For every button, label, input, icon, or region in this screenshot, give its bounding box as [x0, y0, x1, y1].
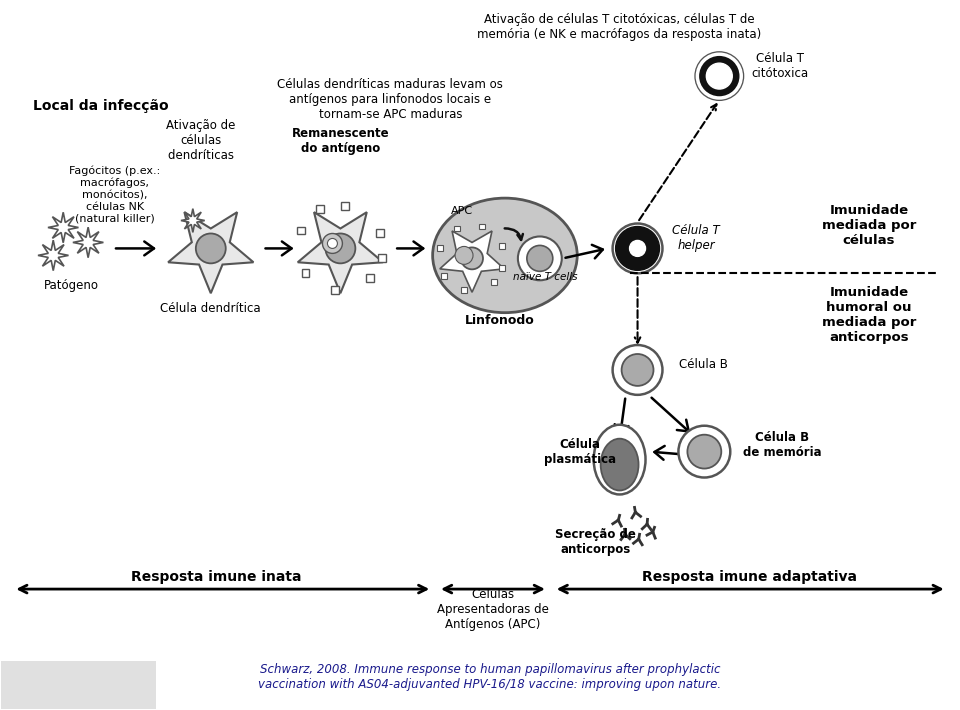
Text: Ativação de células T citotóxicas, células T de
memória (e NK e macrófagos da re: Ativação de células T citotóxicas, célul… — [477, 13, 761, 41]
Text: Linfonodo: Linfonodo — [465, 314, 535, 327]
Circle shape — [711, 68, 728, 84]
Bar — [367, 274, 374, 283]
Bar — [437, 246, 444, 251]
Circle shape — [630, 241, 645, 256]
Ellipse shape — [433, 198, 577, 312]
Text: Células dendríticas maduras levam os
antígenos para linfonodos locais e
tornam-s: Células dendríticas maduras levam os ant… — [277, 77, 503, 121]
Circle shape — [527, 246, 553, 271]
Bar — [317, 204, 324, 212]
Text: Células
Apresentadoras de
Antígenos (APC): Células Apresentadoras de Antígenos (APC… — [437, 587, 549, 630]
Bar — [461, 288, 467, 293]
Text: APC: APC — [451, 206, 473, 216]
Bar — [342, 202, 349, 209]
Text: Local da infecção: Local da infecção — [34, 99, 169, 113]
Bar — [479, 224, 485, 229]
Bar — [1, 661, 156, 669]
Text: Schwarz, 2008. Immune response to human papillomavirus after prophylactic
vaccin: Schwarz, 2008. Immune response to human … — [258, 662, 722, 691]
Text: Célula T
helper: Célula T helper — [672, 224, 720, 253]
Circle shape — [517, 236, 562, 280]
Circle shape — [325, 234, 355, 263]
Ellipse shape — [593, 425, 645, 494]
Polygon shape — [181, 209, 204, 232]
Polygon shape — [38, 240, 68, 271]
Bar — [499, 244, 505, 249]
Text: Secreção de
anticorpos: Secreção de anticorpos — [555, 528, 636, 556]
Text: Ativação de
células
dendrí​ticas: Ativação de células dendrí​ticas — [166, 119, 235, 163]
Text: Imunidade
humoral ou
mediada por
anticorpos: Imunidade humoral ou mediada por anticor… — [822, 286, 916, 344]
Bar — [331, 286, 340, 294]
Circle shape — [697, 54, 741, 98]
Text: Célula dendrítica: Célula dendrítica — [160, 302, 261, 315]
Bar — [297, 226, 304, 234]
Circle shape — [612, 345, 662, 395]
Ellipse shape — [601, 439, 638, 491]
Circle shape — [707, 63, 732, 89]
Bar — [454, 226, 460, 231]
Polygon shape — [298, 212, 383, 293]
Bar — [499, 266, 505, 271]
Bar — [1, 677, 156, 684]
Text: Resposta imune inata: Resposta imune inata — [131, 570, 301, 584]
Polygon shape — [48, 212, 79, 243]
Text: Célula
plasmática: Célula plasmática — [543, 437, 615, 466]
Polygon shape — [168, 212, 253, 293]
Circle shape — [697, 54, 741, 98]
Circle shape — [327, 239, 337, 248]
Bar — [301, 269, 309, 278]
Polygon shape — [73, 227, 104, 258]
Circle shape — [687, 435, 721, 469]
Text: naïve T cells: naïve T cells — [513, 273, 577, 283]
Circle shape — [615, 226, 660, 271]
Text: Fagócitos (p.ex.:
macrófagos,
monócitos),
células NK
(natural killer): Fagócitos (p.ex.: macrófagos, monócitos)… — [69, 165, 160, 223]
Circle shape — [612, 224, 662, 273]
Circle shape — [455, 246, 473, 264]
Text: Célula B
de memória: Célula B de memória — [743, 431, 822, 459]
Circle shape — [621, 354, 654, 386]
Bar — [1, 684, 156, 693]
Bar — [1, 701, 156, 709]
Text: Imunidade
mediada por
células: Imunidade mediada por células — [822, 204, 916, 247]
Text: Remanescente
do antígeno: Remanescente do antígeno — [292, 127, 389, 155]
Text: Patógeno: Patógeno — [44, 279, 99, 292]
Polygon shape — [440, 231, 504, 293]
Bar — [441, 273, 447, 279]
Bar — [1, 693, 156, 701]
Bar — [491, 279, 497, 285]
Circle shape — [196, 234, 226, 263]
Circle shape — [323, 234, 343, 253]
Bar — [1, 669, 156, 677]
Text: Célula T
citótoxica: Célula T citótoxica — [752, 52, 808, 80]
Circle shape — [695, 53, 743, 100]
Bar — [378, 254, 386, 263]
Circle shape — [461, 247, 483, 269]
Bar — [376, 229, 384, 237]
Circle shape — [679, 426, 731, 478]
Text: Célula B: Célula B — [680, 359, 729, 371]
Text: Resposta imune adaptativa: Resposta imune adaptativa — [641, 570, 856, 584]
